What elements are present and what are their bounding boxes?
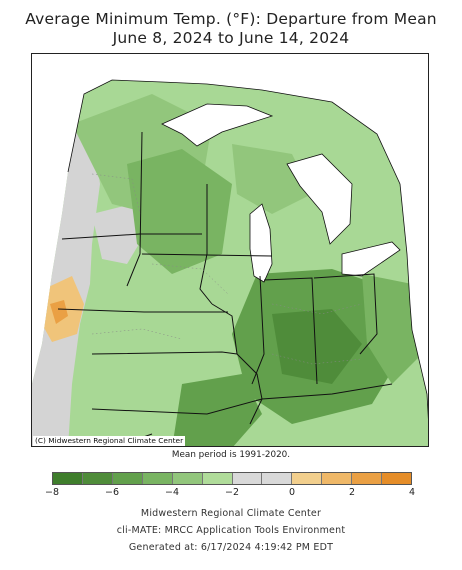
legend-swatch xyxy=(142,473,173,484)
division-lines xyxy=(91,173,363,365)
band-east xyxy=(362,274,422,384)
mean-period-note: Mean period is 1991-2020. xyxy=(171,450,291,460)
legend-tick-label: −8 xyxy=(44,487,60,498)
departure-map xyxy=(32,79,428,446)
map-title: Average Minimum Temp. (°F): Departure fr… xyxy=(25,10,437,28)
legend-swatch xyxy=(292,473,323,484)
legend-swatch xyxy=(232,473,263,484)
legend-swatch xyxy=(82,473,113,484)
lake-erie xyxy=(341,241,401,277)
color-legend xyxy=(52,472,412,485)
map-frame xyxy=(31,53,429,447)
legend-ticks: −8 −6 −4 −2 0 2 4 xyxy=(45,485,416,501)
legend-swatch xyxy=(53,473,83,484)
legend-tick-label: 4 xyxy=(408,487,416,498)
band-kentucky xyxy=(272,309,362,384)
legend-swatch xyxy=(172,473,203,484)
map-copyright: (C) Midwestern Regional Climate Center xyxy=(33,436,186,446)
gray-zone-dakota xyxy=(92,204,142,264)
state-borders xyxy=(57,131,393,446)
lake-michigan xyxy=(249,203,273,283)
positive-core-west xyxy=(50,300,68,324)
legend-swatch xyxy=(262,473,293,484)
legend-tick-label: −2 xyxy=(224,487,240,498)
legend-swatch xyxy=(382,473,412,484)
domain-outline xyxy=(67,79,428,420)
legend-swatch xyxy=(322,473,353,484)
legend-tick-label: 0 xyxy=(288,487,296,498)
legend-swatch xyxy=(112,473,143,484)
lake-huron xyxy=(286,153,353,245)
legend-swatch xyxy=(202,473,233,484)
footer-tool: cli-MATE: MRCC Application Tools Environ… xyxy=(116,525,346,536)
legend-tick-label: −4 xyxy=(164,487,180,498)
legend-tick-label: −6 xyxy=(104,487,120,498)
band-michigan xyxy=(232,144,312,214)
footer-generated: Generated at: 6/17/2024 4:19:42 PM EDT xyxy=(128,542,334,553)
legend-tick-label: 2 xyxy=(348,487,356,498)
footer-org: Midwestern Regional Climate Center xyxy=(140,508,322,519)
lake-superior xyxy=(161,103,274,147)
legend-swatch xyxy=(352,473,383,484)
map-date-range: June 8, 2024 to June 14, 2024 xyxy=(112,29,350,47)
band-iowa-wisc xyxy=(127,149,232,274)
